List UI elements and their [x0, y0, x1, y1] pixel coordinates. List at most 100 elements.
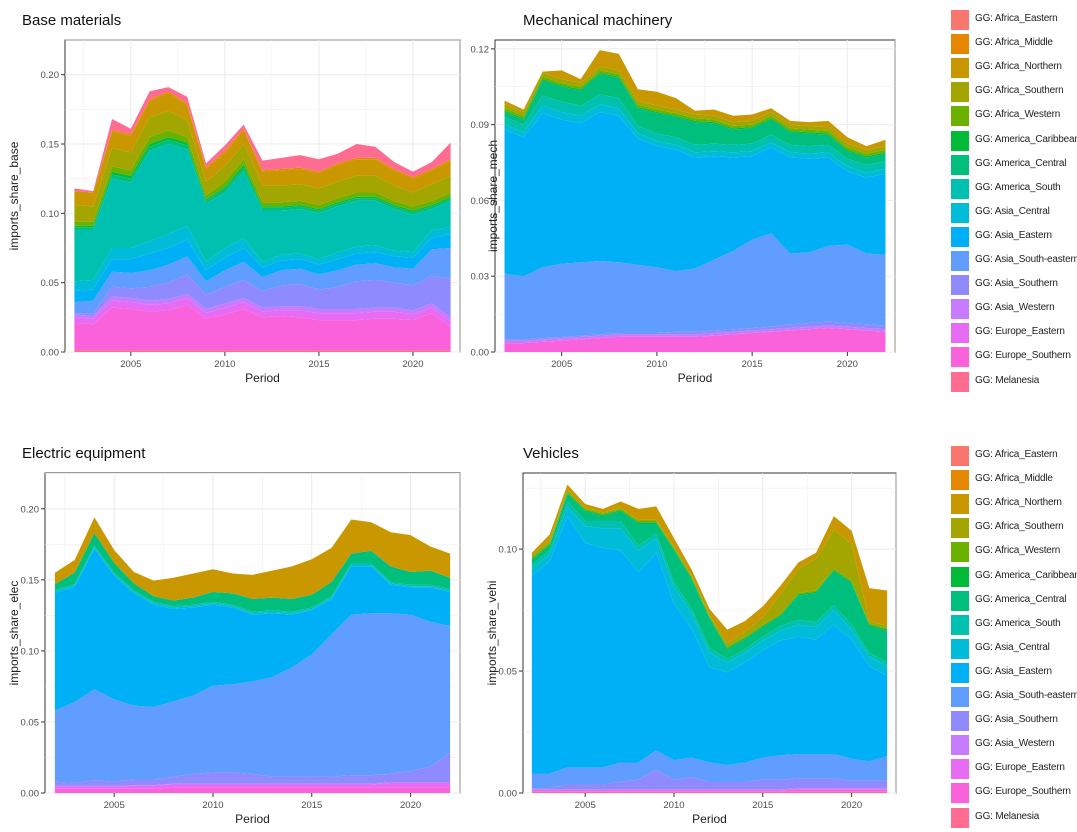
legend-item-america-caribbean: GG: America_Caribbean [944, 129, 1077, 153]
y-tick-label: 0.15 [21, 575, 40, 586]
area-america-south [504, 94, 886, 173]
x-tick-label: 2020 [837, 359, 858, 370]
legend-swatch [951, 735, 969, 756]
legend-item-asia-south-eastern: GG: Asia_South-eastern [944, 249, 1077, 273]
y-tick-label: 0.00 [21, 789, 40, 800]
area-asia-eastern [74, 234, 451, 303]
area-africa-southern [74, 110, 451, 222]
area-america-south [54, 545, 451, 614]
area-asia-western [54, 782, 451, 787]
x-tick-label: 2010 [202, 800, 223, 811]
legend-item-africa-middle: GG: Africa_Middle [944, 32, 1077, 56]
legend-label: GG: Europe_Southern [975, 786, 1071, 798]
legend-swatch [951, 226, 969, 247]
legend-item-asia-western: GG: Asia_Western [944, 733, 1077, 757]
legend-swatch [951, 130, 969, 151]
legend-label: GG: America_Central [975, 593, 1067, 605]
area-america-caribbean [531, 493, 888, 650]
legend-label: GG: Asia_Southern [975, 714, 1058, 726]
area-asia-western [531, 788, 888, 791]
legend-swatch [951, 494, 969, 515]
area-europe-southern [504, 328, 886, 352]
legend-label: GG: Europe_Southern [975, 350, 1071, 362]
area-europe-southern [74, 304, 451, 351]
area-asia-central [504, 104, 886, 178]
x-tick-label: 2005 [575, 800, 596, 811]
legend-swatch [951, 251, 969, 271]
legend-swatch [951, 58, 969, 79]
legend-swatch [951, 470, 969, 491]
legend-item-america-central: GG: America_Central [944, 589, 1077, 613]
area-asia-south-eastern [54, 613, 451, 784]
area-asia-central [54, 547, 451, 615]
legend-item-europe-southern: GG: Europe_Southern [944, 781, 1077, 805]
area-asia-western [504, 325, 886, 344]
area-africa-western [504, 70, 886, 157]
y-tick-label: 0.05 [41, 278, 60, 289]
x-tick-label: 2010 [663, 800, 684, 811]
area-africa-middle [74, 91, 451, 193]
x-tick-label: 2010 [646, 359, 667, 370]
y-tick-label: 0.06 [471, 196, 490, 207]
area-africa-northern [74, 92, 451, 207]
area-asia-eastern [54, 548, 451, 711]
legend-item-africa-western: GG: Africa_Western [944, 540, 1077, 564]
legend-label: GG: Asia_Western [975, 738, 1055, 750]
gridlines-0 [65, 39, 461, 353]
legend-label: GG: America_Caribbean [975, 569, 1077, 581]
area-asia-eastern [531, 516, 888, 774]
legend-swatch [951, 542, 969, 563]
y-tick-label: 0.00 [471, 348, 490, 359]
y-tick-label: 0.00 [41, 348, 60, 359]
x-tick-label: 2015 [742, 359, 763, 370]
plot-panel-1 [494, 39, 896, 353]
area-layers-1 [504, 50, 886, 352]
legend-item-europe-eastern: GG: Europe_Eastern [944, 321, 1077, 345]
legend-swatch [951, 759, 969, 780]
legend-item-melanesia: GG: Melanesia [944, 370, 1077, 394]
y-tick-label: 0.05 [21, 717, 40, 728]
x-axis-title: Period [235, 812, 270, 826]
legend-swatch [951, 34, 969, 55]
legend-swatch [951, 202, 969, 223]
legend-item-america-central: GG: America_Central [944, 153, 1077, 177]
y-axis-title: imports_share_mech [486, 140, 500, 252]
panel-title-electric-equipment: Electric equipment [22, 445, 146, 462]
legend-item-america-south: GG: America_South [944, 613, 1077, 637]
x-tick-label: 2015 [752, 800, 773, 811]
panel-title-mechanical-machinery: Mechanical machinery [523, 12, 673, 29]
y-tick-label: 0.10 [21, 646, 40, 657]
y-tick-label: 0.10 [499, 545, 518, 556]
area-america-caribbean [504, 72, 886, 158]
legend-item-africa-northern: GG: Africa_Northern [944, 492, 1077, 516]
y-tick-label: 0.09 [471, 120, 490, 131]
y-axis-title: imports_share_vehi [485, 581, 499, 686]
area-america-south [531, 501, 888, 667]
legend-label: GG: Asia_South-eastern [975, 690, 1077, 701]
legend-swatch [951, 590, 969, 611]
area-layers-2 [54, 517, 451, 793]
legend-item-africa-eastern: GG: Africa_Eastern [944, 8, 1077, 32]
plot-panel-3 [522, 472, 897, 794]
legend-swatch [951, 518, 969, 539]
x-tick-label: 2020 [841, 800, 862, 811]
legend-item-africa-middle: GG: Africa_Middle [944, 468, 1077, 492]
legend-label: GG: Asia_Central [975, 641, 1050, 653]
y-axis-title: imports_share_base [7, 141, 21, 250]
legend-swatch [951, 10, 969, 30]
area-america-south [74, 144, 451, 282]
x-tick-label: 2005 [104, 800, 125, 811]
x-tick-label: 2015 [301, 800, 322, 811]
area-europe-eastern [54, 783, 451, 789]
legend-label: GG: Europe_Eastern [975, 762, 1065, 774]
legend-item-africa-northern: GG: Africa_Northern [944, 56, 1077, 80]
area-asia-southern [74, 274, 451, 318]
legend-swatch [951, 446, 969, 466]
legend-item-asia-central: GG: Asia_Central [944, 201, 1077, 225]
legend-label: GG: Africa_Western [975, 109, 1061, 121]
x-axis-title: Period [245, 371, 280, 385]
legend-label: GG: Asia_Eastern [975, 229, 1052, 241]
legend-swatch [951, 614, 969, 635]
